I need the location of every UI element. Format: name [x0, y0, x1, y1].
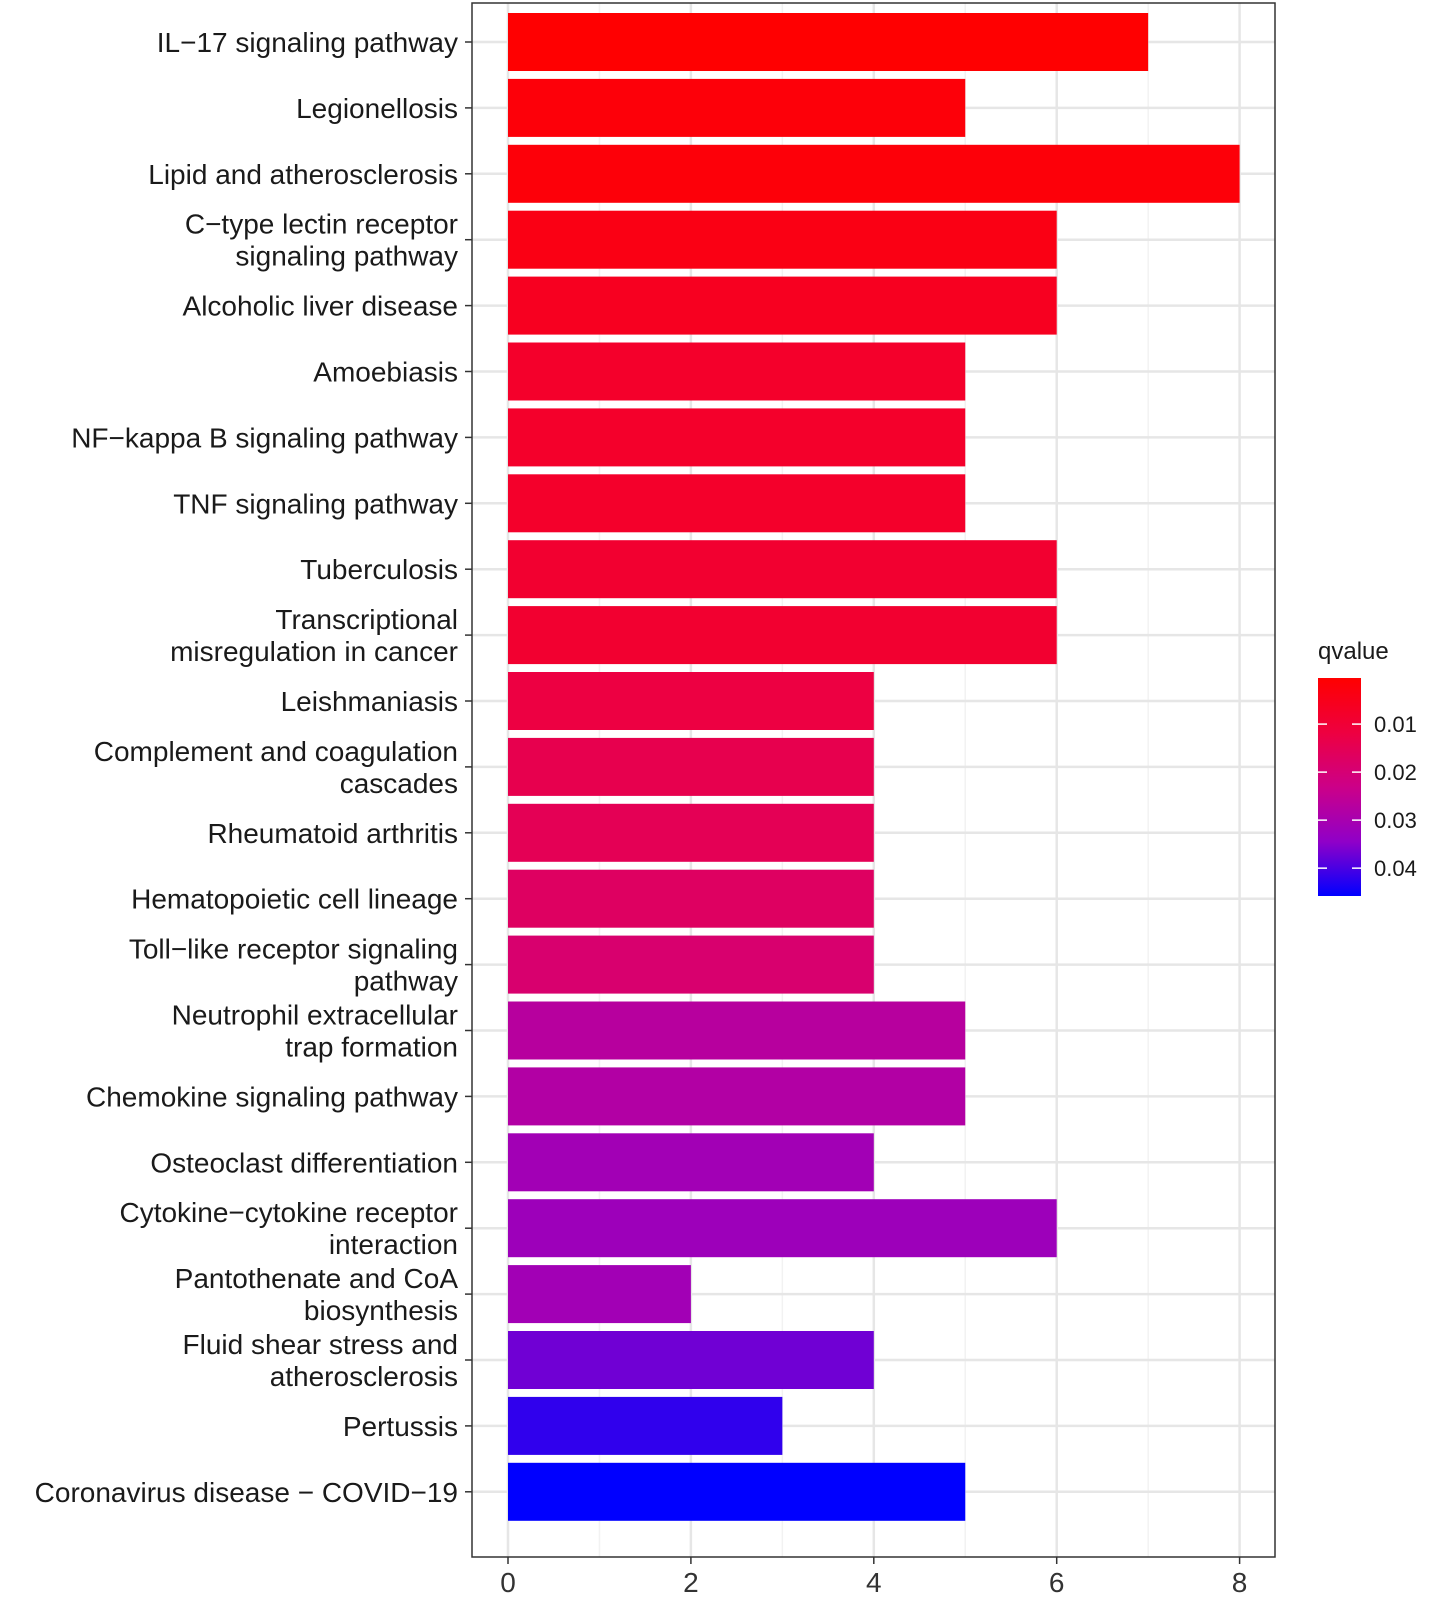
- bar: [508, 78, 966, 137]
- category-label: Neutrophil extracellular trap formation: [172, 1000, 458, 1063]
- category-label: Lipid and atherosclerosis: [148, 159, 458, 190]
- category-label: Toll−like receptor signaling pathway: [129, 934, 458, 997]
- x-tick-label: 8: [1232, 1567, 1248, 1598]
- category-label: Hematopoietic cell lineage: [131, 884, 458, 915]
- category-label: Transcriptional misregulation in cancer: [170, 604, 458, 667]
- bar: [508, 276, 1057, 335]
- category-label: Tuberculosis: [300, 554, 458, 585]
- bar: [508, 737, 874, 796]
- bar: [508, 672, 874, 730]
- bars: [508, 13, 1240, 1521]
- x-tick-label: 0: [500, 1567, 516, 1598]
- bar: [508, 1199, 1057, 1258]
- category-label: Complement and coagulation cascades: [94, 736, 458, 799]
- legend-colorbar: [1318, 678, 1361, 896]
- bar: [508, 1331, 874, 1389]
- category-label: Rheumatoid arthritis: [207, 818, 458, 849]
- bar: [508, 606, 1057, 665]
- bar: [508, 408, 966, 467]
- category-label: Amoebiasis: [313, 357, 458, 388]
- bar: [508, 540, 1057, 599]
- legend-tick-label: 0.04: [1374, 856, 1417, 881]
- bar: [508, 935, 874, 994]
- y-axis-labels: IL−17 signaling pathway Legionellosis Lipi…: [35, 27, 472, 1508]
- bar: [508, 869, 874, 928]
- category-label: Fluid shear stress and atherosclerosis: [183, 1329, 458, 1392]
- category-label: C−type lectin receptor signaling pathway: [185, 209, 458, 272]
- bar: [508, 803, 874, 862]
- bar: [508, 210, 1057, 269]
- category-label: Chemokine signaling pathway: [86, 1081, 458, 1112]
- category-label: Leishmaniasis: [281, 686, 458, 717]
- legend-tick-label: 0.03: [1374, 808, 1417, 833]
- bar: [508, 144, 1240, 203]
- x-tick-label: 6: [1049, 1567, 1065, 1598]
- x-tick-label: 4: [866, 1567, 882, 1598]
- legend-tick-label: 0.01: [1374, 712, 1417, 737]
- category-label: Coronavirus disease − COVID−19: [35, 1477, 458, 1508]
- legend-title: qvalue: [1318, 638, 1389, 665]
- bar: [508, 1001, 966, 1060]
- category-label: Osteoclast differentiation: [150, 1147, 458, 1178]
- bar: [508, 474, 966, 533]
- category-label: Pertussis: [343, 1411, 458, 1442]
- category-label: TNF signaling pathway: [173, 488, 458, 519]
- legend-tick-label: 0.02: [1374, 760, 1417, 785]
- x-axis-ticks: 0 2 4 6 8: [500, 1557, 1247, 1598]
- category-label: Pantothenate and CoA biosynthesis: [175, 1263, 459, 1326]
- color-legend: qvalue 0.01 0.02 0.03 0.04: [1318, 638, 1417, 896]
- bar: [508, 1067, 966, 1126]
- bar: [508, 1133, 874, 1192]
- bar: [508, 1265, 691, 1324]
- bar: [508, 1396, 783, 1455]
- x-tick-label: 2: [683, 1567, 699, 1598]
- category-label: Cytokine−cytokine receptor interaction: [119, 1197, 458, 1260]
- category-label: NF−kappa B signaling pathway: [71, 422, 458, 453]
- bar: [508, 13, 1149, 71]
- bar: [508, 342, 966, 401]
- bar: [508, 1462, 966, 1521]
- category-label: IL−17 signaling pathway: [157, 27, 458, 58]
- category-label: Alcoholic liver disease: [183, 291, 458, 322]
- category-label: Legionellosis: [296, 93, 458, 124]
